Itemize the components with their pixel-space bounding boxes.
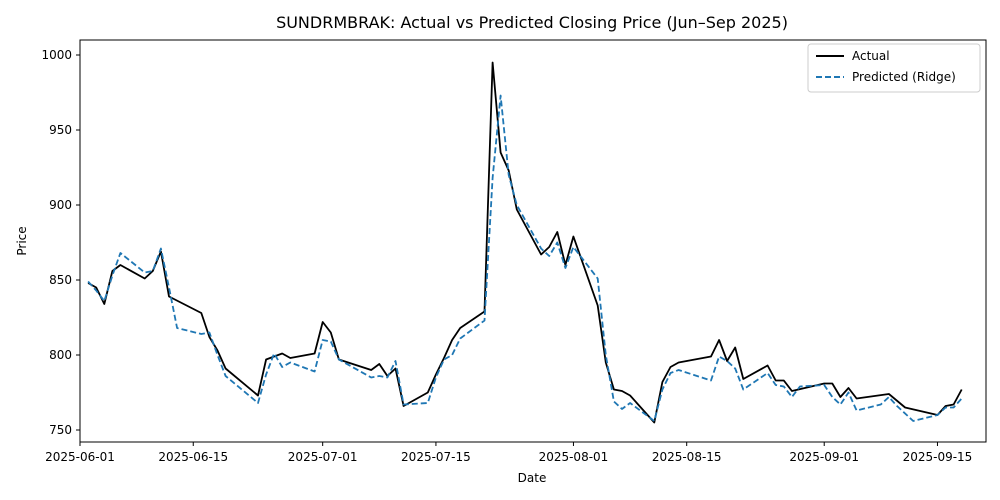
series-line-predicted <box>87 94 963 422</box>
x-tick-label: 2025-09-15 <box>903 450 973 464</box>
y-tick-label: 900 <box>49 198 72 212</box>
y-tick-label: 1000 <box>41 48 72 62</box>
y-tick-label: 850 <box>49 273 72 287</box>
y-tick-label: 950 <box>49 123 72 137</box>
chart-title: SUNDRMBRAK: Actual vs Predicted Closing … <box>276 13 788 32</box>
x-tick-label: 2025-08-15 <box>652 450 722 464</box>
x-tick-label: 2025-08-01 <box>539 450 609 464</box>
y-axis-label: Price <box>15 226 29 255</box>
plot-area: 2025-06-01 2025-06-15 2025-07-01 2025-07-15… <box>41 39 987 464</box>
series-lines <box>87 61 963 424</box>
y-axis: 750 800 850 900 950 1000 <box>41 48 80 437</box>
series-line-actual <box>87 61 963 424</box>
plot-frame <box>79 39 987 443</box>
legend-label-predicted: Predicted (Ridge) <box>852 70 956 84</box>
x-tick-label: 2025-09-01 <box>789 450 859 464</box>
x-tick-label: 2025-06-15 <box>158 450 228 464</box>
x-tick-label: 2025-07-15 <box>401 450 471 464</box>
legend-box <box>807 43 981 93</box>
x-tick-label: 2025-07-01 <box>288 450 358 464</box>
y-tick-label: 800 <box>49 348 72 362</box>
x-tick-label: 2025-06-01 <box>45 450 115 464</box>
y-tick-label: 750 <box>49 423 72 437</box>
legend: Actual Predicted (Ridge) <box>807 43 981 93</box>
legend-label-actual: Actual <box>852 49 890 63</box>
x-axis-label: Date <box>518 471 547 485</box>
x-axis: 2025-06-01 2025-06-15 2025-07-01 2025-07-15… <box>45 442 972 464</box>
